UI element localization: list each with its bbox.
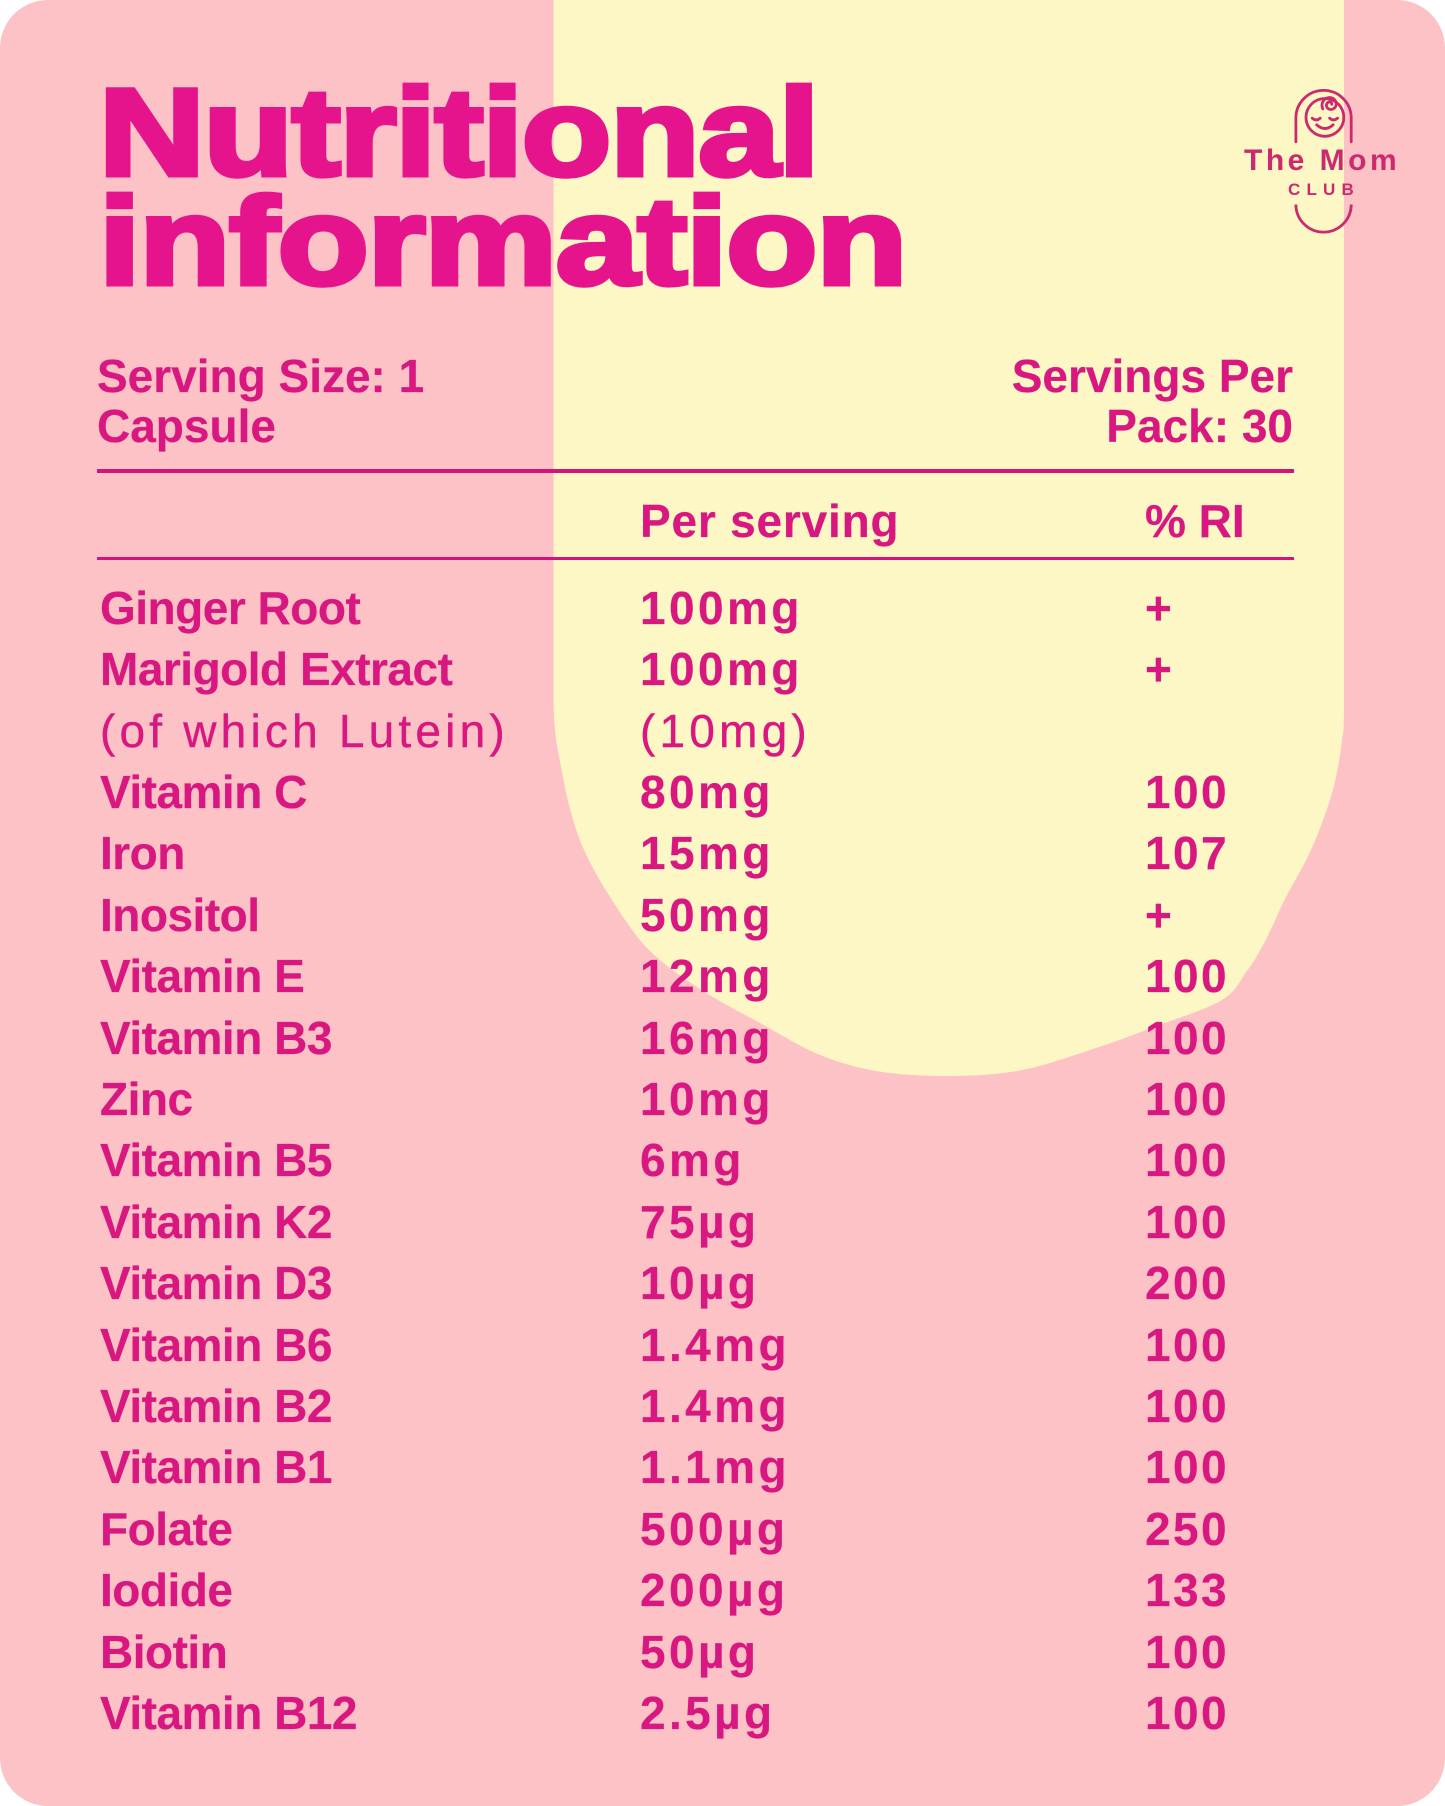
svg-text:CLUB: CLUB: [1288, 180, 1360, 199]
svg-text:The Mom: The Mom: [1244, 144, 1400, 177]
